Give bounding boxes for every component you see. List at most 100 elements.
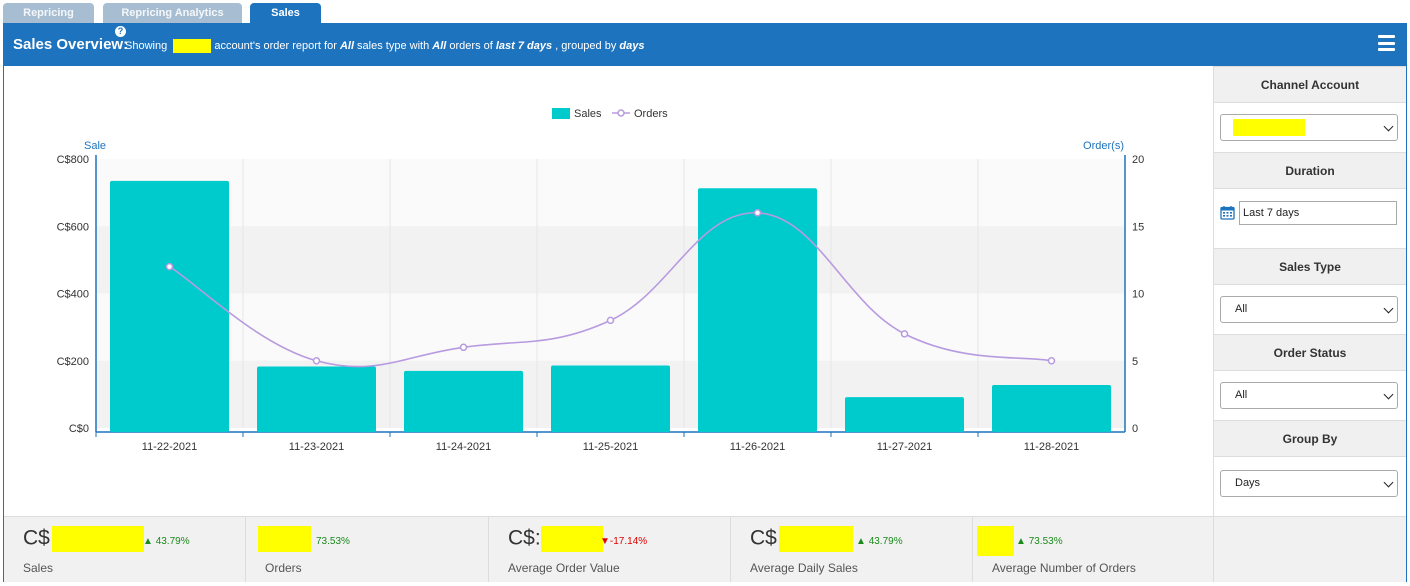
redacted-value	[778, 526, 853, 552]
order-status-select[interactable]: All	[1220, 382, 1398, 409]
report-description: Showing account's order report for All s…	[125, 39, 644, 53]
trend-up-icon: ▲	[856, 536, 866, 547]
redacted-value	[258, 526, 311, 552]
trend-up-icon: ▲	[143, 536, 153, 547]
tab-sales[interactable]: Sales	[250, 3, 321, 23]
group-by-select[interactable]: Days	[1220, 470, 1398, 497]
desc-mid2: orders of	[446, 39, 496, 52]
left-tick-label: C$800	[57, 154, 89, 166]
stat-change: 73.53%	[316, 536, 350, 547]
sales-bar	[110, 180, 229, 432]
chevron-down-icon	[1383, 389, 1394, 400]
calendar-icon[interactable]	[1220, 205, 1235, 220]
orders-point	[459, 343, 468, 352]
sales-bar	[698, 188, 817, 432]
redacted-value	[977, 526, 1014, 556]
stat-value: C$:	[508, 526, 603, 552]
tab-repricing-analytics[interactable]: Repricing Analytics	[103, 3, 242, 23]
stat-label: Average Number of Orders	[992, 561, 1136, 575]
redacted-value	[51, 526, 144, 552]
legend-label-orders: Orders	[634, 108, 668, 120]
right-axis-title: Order(s)	[1083, 140, 1124, 152]
redacted-account-name	[173, 39, 212, 53]
x-tick-label: 11-26-2021	[730, 441, 785, 453]
chevron-down-icon	[1383, 121, 1394, 132]
sales-bar	[992, 384, 1111, 432]
sales-type-label: Sales Type	[1214, 248, 1406, 285]
stat-label: Average Daily Sales	[750, 561, 858, 575]
stat-label: Average Order Value	[508, 561, 620, 575]
x-tick-label: 11-23-2021	[289, 441, 344, 453]
left-tick-label: C$0	[69, 423, 89, 435]
left-axis-title: Sale	[84, 140, 106, 152]
left-tick-label: C$200	[57, 356, 89, 368]
sales-type-select[interactable]: All	[1220, 296, 1398, 323]
plot-band	[96, 293, 1125, 361]
legend-swatch-sales	[552, 108, 570, 119]
desc-group-by: days	[619, 39, 645, 52]
plot-band	[96, 159, 1125, 227]
chart-svg: C$800 C$600 C$400 C$200 C$0 20 15 10 5 0 Sale Order…	[57, 108, 1144, 453]
orders-point	[165, 262, 174, 271]
orders-point	[753, 209, 762, 217]
x-tick-label: 11-27-2021	[877, 441, 932, 453]
redacted-value	[540, 526, 603, 552]
stat-average-order-value: C$: ▼-17.14% Average Order Value	[489, 517, 731, 582]
stat-change: ▲ 43.79%	[856, 536, 903, 547]
channel-account-select[interactable]	[1220, 114, 1398, 141]
desc-mid3: , grouped by	[552, 39, 620, 52]
channel-account-label: Channel Account	[1214, 66, 1406, 103]
stat-sales: C$ ▲ 43.79% Sales	[4, 517, 246, 582]
group-by-value: Days	[1235, 477, 1261, 489]
plot-band	[96, 226, 1125, 294]
stat-change-value: 43.79%	[868, 536, 903, 547]
tab-repricing[interactable]: Repricing	[3, 3, 94, 23]
orders-point	[900, 330, 909, 338]
legend-marker-orders	[617, 109, 625, 117]
stat-value: C$	[23, 526, 144, 552]
x-tick-label: 11-22-2021	[142, 441, 197, 453]
currency-prefix: C$:	[508, 526, 541, 550]
x-tick-label: 11-24-2021	[436, 441, 491, 453]
stat-change: ▲ 73.53%	[1016, 536, 1063, 547]
left-tick-label: C$600	[57, 221, 89, 233]
menu-icon[interactable]	[1378, 35, 1395, 53]
stat-value: C$	[750, 526, 853, 552]
tab-bar: Repricing Repricing Analytics Sales	[0, 0, 1410, 23]
duration-label: Duration	[1214, 152, 1406, 189]
panel-header: Sales Overview: ? Showing account's orde…	[4, 24, 1406, 66]
desc-order-status: All	[432, 39, 447, 52]
trend-up-icon: ▲	[1016, 536, 1026, 547]
redacted-channel-account	[1233, 118, 1305, 136]
help-icon[interactable]: ?	[115, 26, 126, 37]
legend-label-sales: Sales	[574, 108, 602, 120]
order-status-value: All	[1235, 389, 1248, 401]
currency-prefix: C$	[23, 526, 50, 550]
chevron-down-icon	[1383, 303, 1394, 314]
stat-orders: 73.53% Orders	[246, 517, 489, 582]
sales-bar	[404, 370, 523, 432]
right-tick-label: 10	[1132, 289, 1144, 301]
sales-bar	[551, 365, 670, 432]
desc-prefix: Showing	[125, 39, 168, 52]
stat-change-value: 43.79%	[155, 536, 190, 547]
desc-duration: last 7 days	[495, 39, 553, 52]
order-status-label: Order Status	[1214, 334, 1406, 371]
stat-label: Orders	[265, 561, 302, 575]
duration-input[interactable]: Last 7 days	[1239, 201, 1397, 225]
stat-change: ▲ 43.79%	[143, 536, 190, 547]
stat-average-number-of-orders: ▲ 73.53% Average Number of Orders	[973, 517, 1214, 582]
stat-change-value: 73.53%	[316, 536, 350, 547]
stat-average-daily-sales: C$ ▲ 43.79% Average Daily Sales	[731, 517, 973, 582]
x-tick-label: 11-28-2021	[1024, 441, 1079, 453]
orders-point	[1047, 357, 1056, 365]
right-tick-label: 20	[1132, 154, 1144, 166]
desc-account-suffix: account's order report for	[211, 39, 340, 52]
desc-sales-type: All	[339, 39, 354, 52]
stat-change-value: 73.53%	[1028, 536, 1063, 547]
sales-bar	[845, 397, 964, 432]
stat-label: Sales	[23, 561, 54, 575]
right-tick-label: 15	[1132, 221, 1144, 233]
stats-bar: C$ ▲ 43.79% Sales 73.53% Orders C$: ▼-17…	[4, 516, 1406, 582]
sales-chart: C$800 C$600 C$400 C$200 C$0 20 15 10 5 0 Sale Order…	[4, 66, 1213, 516]
